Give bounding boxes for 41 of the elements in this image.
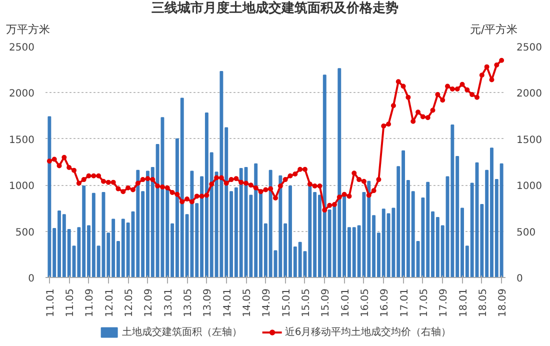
x-tick-label: 11.05 [65,288,76,318]
y2-tick-label: 0 [516,274,523,284]
x-tick-label: 14.09 [262,288,273,318]
x-tick-label: 15.05 [300,288,312,318]
y2-tick-label: 500 [516,227,536,238]
x-tick-label: 17.05 [418,288,430,318]
y-tick-label: 500 [15,227,35,238]
x-tick-label: 16.09 [380,288,391,318]
x-tick-label: 18.01 [458,288,470,318]
legend-label: 近6月移动平均土地成交均价（右轴） [284,326,452,339]
y-tick-label: 1000 [9,181,35,192]
y-tick-label: 0 [28,274,35,284]
x-tick-label: 12.09 [144,288,155,318]
x-tick-label: 13.09 [202,288,214,318]
legend-label: 土地成交建筑面积（左轴） [122,326,242,339]
x-tick-label: 12.01 [104,288,116,318]
y2-tick-label: 2500 [516,42,542,54]
y2-axis-title: 元/平方米 [470,22,518,38]
y-tick-label: 2500 [9,42,35,54]
x-tick-label: 18.05 [478,288,489,318]
x-tick-label: 11.09 [84,288,96,318]
y2-tick-label: 1000 [516,181,542,192]
x-tick-label: 14.01 [222,288,234,318]
x-tick-label: 15.01 [281,288,292,318]
x-tick-label: 12.05 [124,288,136,318]
x-tick-label: 18.09 [498,288,509,318]
x-tick-label: 16.01 [340,288,352,318]
x-tick-label: 15.09 [320,288,332,318]
x-tick-label: 13.05 [183,288,194,318]
y-tick-label: 1500 [9,134,35,146]
x-tick-label: 17.01 [399,288,410,318]
x-tick-label: 11.01 [45,288,56,318]
y2-tick-label: 1500 [516,134,542,146]
y-axis-title: 万平方米 [6,22,50,38]
chart-title: 三线城市月度土地成交建筑面积及价格走势 [152,0,398,18]
y-tick-label: 2000 [9,88,35,100]
y2-tick-label: 2000 [516,88,542,100]
x-tick-label: 13.01 [163,288,174,318]
x-tick-label: 17.09 [438,288,450,318]
x-tick-label: 16.05 [360,288,371,318]
x-tick-label: 14.05 [242,288,254,318]
